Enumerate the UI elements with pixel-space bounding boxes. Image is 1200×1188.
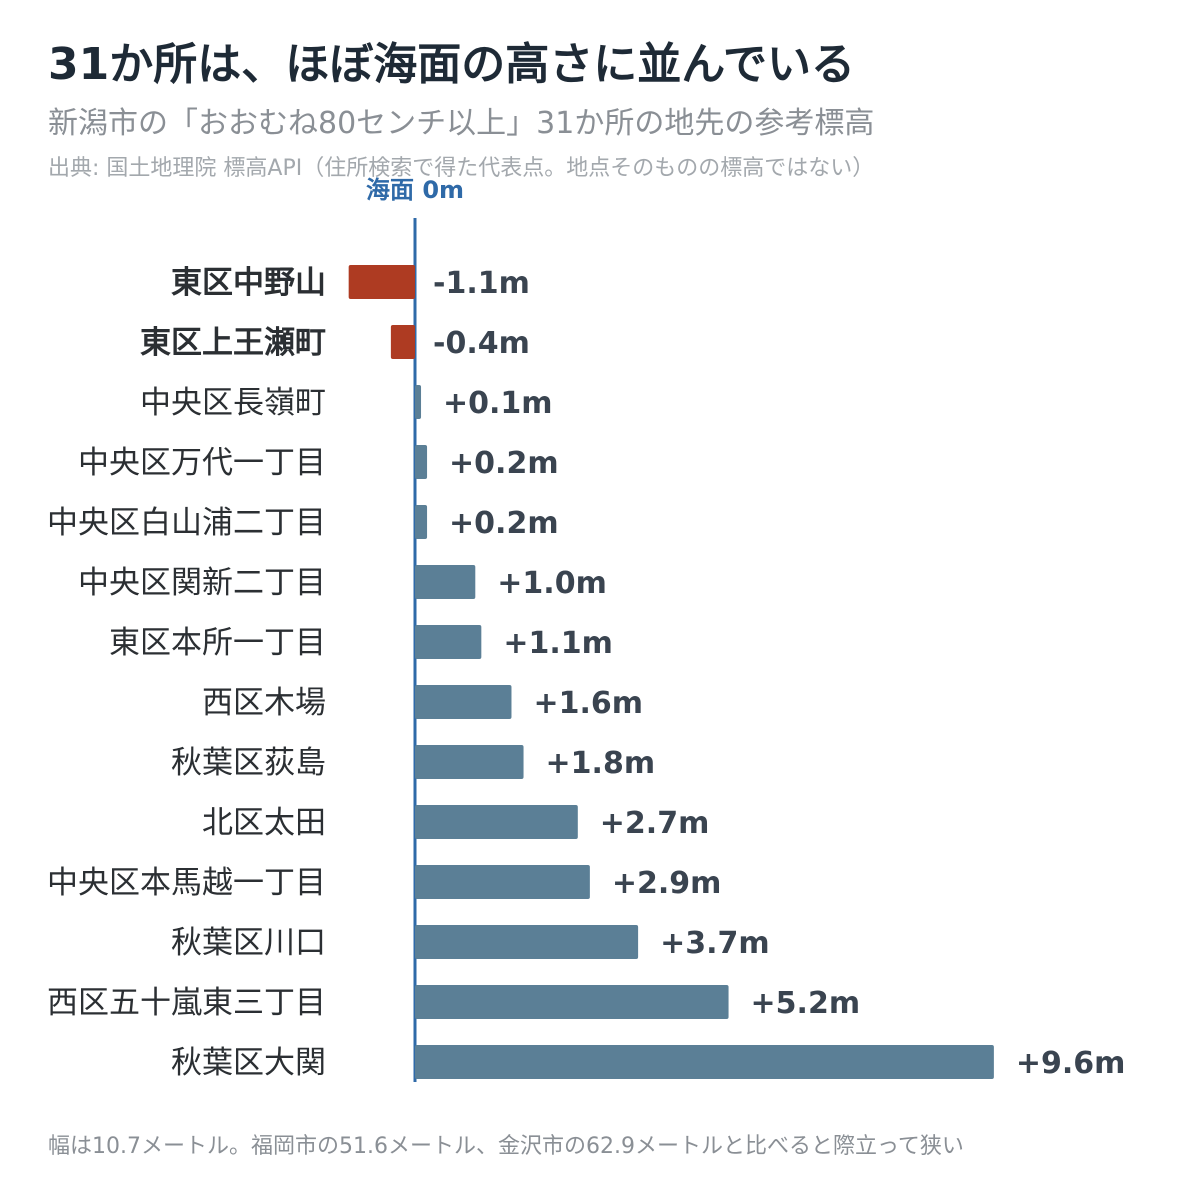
value-label: +0.2m	[449, 506, 559, 541]
value-label: +0.1m	[443, 386, 553, 421]
value-label: +0.2m	[449, 446, 559, 481]
category-label: 西区木場	[202, 685, 326, 721]
category-label: 東区中野山	[171, 265, 326, 301]
bar	[415, 925, 639, 959]
bar	[415, 625, 482, 659]
category-label: 中央区万代一丁目	[78, 445, 326, 481]
bar	[415, 805, 578, 839]
bar	[415, 685, 512, 719]
category-label: 中央区白山浦二丁目	[47, 505, 326, 541]
category-label: 西区五十嵐東三丁目	[47, 985, 326, 1021]
bar	[415, 385, 422, 419]
bar	[390, 325, 415, 359]
category-label: 中央区本馬越一丁目	[47, 865, 326, 901]
bar	[348, 265, 415, 299]
category-label: 秋葉区荻島	[171, 745, 326, 781]
category-label: 中央区関新二丁目	[78, 565, 326, 601]
bar	[415, 745, 524, 779]
category-label: 東区上王瀬町	[140, 325, 326, 361]
bar	[415, 985, 729, 1019]
category-label: 北区太田	[202, 805, 326, 841]
bar	[415, 865, 590, 899]
value-label: +1.6m	[533, 686, 643, 721]
bar	[415, 445, 428, 479]
bar	[415, 565, 476, 599]
value-label: -1.1m	[433, 266, 530, 301]
zero-line-label: 海面 0m	[366, 176, 464, 204]
value-label: +3.7m	[660, 926, 770, 961]
value-label: +1.0m	[497, 566, 607, 601]
chart-title: 31か所は、ほぼ海面の高さに並んでいる	[48, 39, 856, 90]
category-label: 中央区長嶺町	[140, 385, 326, 421]
value-label: +2.7m	[600, 806, 710, 841]
bar	[415, 505, 428, 539]
category-label: 東区本所一丁目	[109, 625, 326, 661]
value-label: -0.4m	[433, 326, 530, 361]
value-label: +2.9m	[612, 866, 722, 901]
category-label: 秋葉区大関	[171, 1045, 326, 1081]
value-label: +9.6m	[1016, 1046, 1126, 1081]
chart-footnote: 幅は10.7メートル。福岡市の51.6メートル、金沢市の62.9メートルと比べる…	[48, 1134, 964, 1159]
value-label: +1.1m	[503, 626, 613, 661]
bar	[415, 1045, 994, 1079]
chart-subtitle: 新潟市の「おおむね80センチ以上」31か所の地先の参考標高	[48, 106, 875, 141]
chart-source: 出典: 国土地理院 標高API（住所検索で得た代表点。地点そのものの標高ではない…	[48, 156, 875, 181]
value-label: +5.2m	[751, 986, 861, 1021]
category-label: 秋葉区川口	[171, 925, 326, 961]
value-label: +1.8m	[546, 746, 656, 781]
